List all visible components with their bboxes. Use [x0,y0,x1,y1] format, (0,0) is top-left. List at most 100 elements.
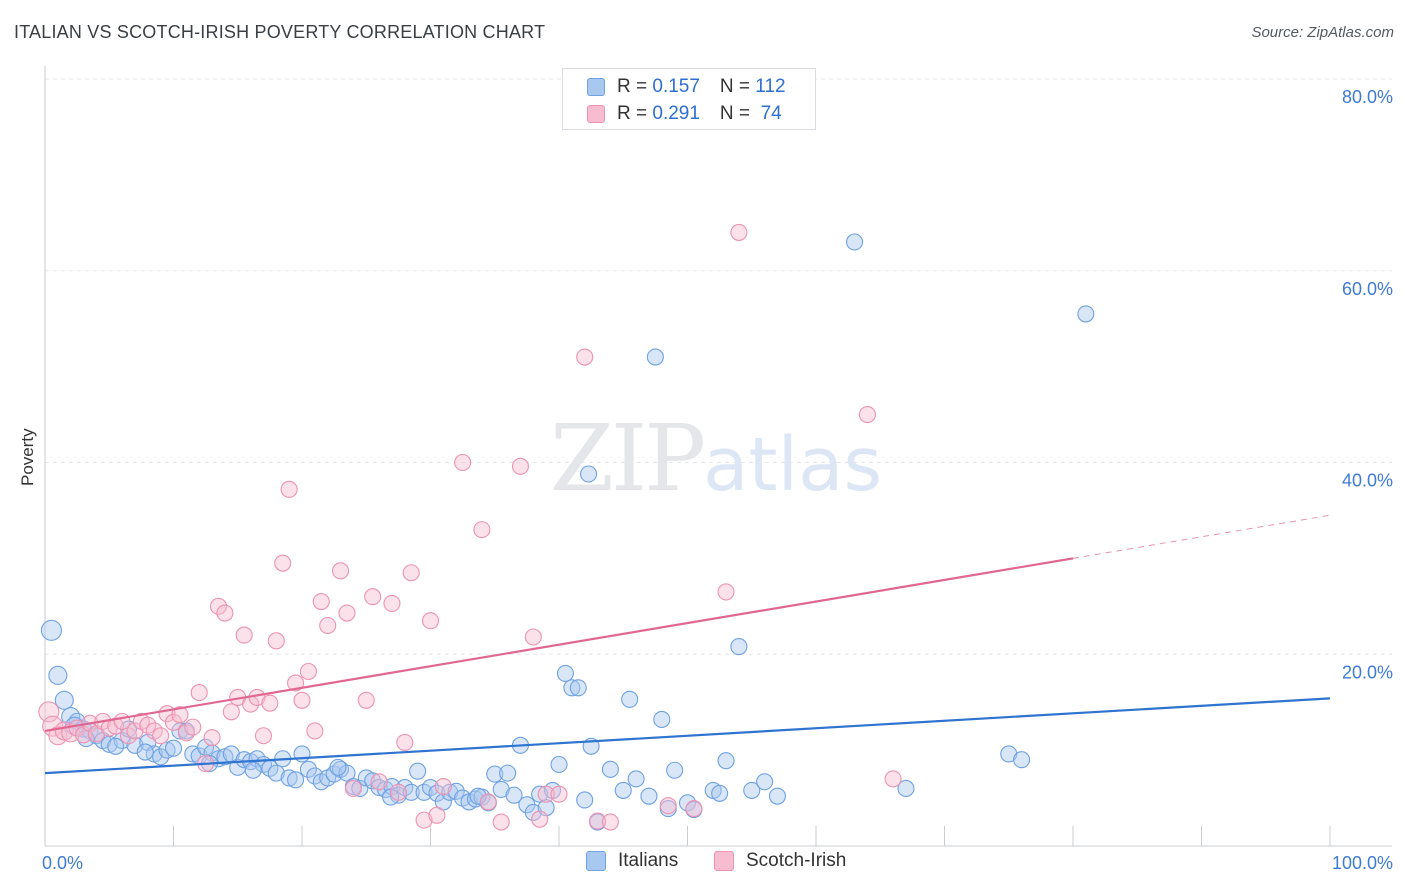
point-scotch-irish [415,811,433,829]
point-scotch-irish [261,694,279,712]
point-scotch-irish [203,729,221,747]
legend-n-value: 74 [755,103,782,124]
point-scotch-irish [209,597,228,615]
point-scotch-irish [152,727,170,745]
point-italians [287,771,305,789]
legend-r-value: 0.291 [652,103,700,124]
x-tick-label: 100.0% [1332,853,1393,873]
point-scotch-irish [216,604,234,622]
point-scotch-irish [177,724,195,742]
legend-r-value: 0.157 [652,76,700,97]
point-italians [469,787,487,805]
point-italians [666,761,684,779]
point-scotch-irish [479,793,497,811]
point-scotch-irish [601,813,619,831]
point-italians [580,465,598,483]
point-italians [40,619,62,641]
y-tick-label: 20.0% [1342,662,1393,682]
point-scotch-irish [537,785,555,803]
legend-n-label: N = [719,103,756,124]
point-italians [329,758,347,776]
point-italians [152,748,170,766]
y-tick-label: 80.0% [1342,87,1393,107]
point-scotch-irish [858,406,876,424]
point-scotch-irish [222,703,240,721]
point-italians [756,773,774,791]
watermark-zip: ZIP [550,405,706,512]
chart-title: ITALIAN VS SCOTCH-IRISH POVERTY CORRELAT… [14,22,546,42]
point-italians [499,764,517,782]
point-scotch-irish [331,562,350,580]
point-scotch-irish [274,554,292,572]
watermark-atlas: atlas [703,422,882,508]
point-italians [717,752,735,770]
point-italians [364,772,382,790]
point-scotch-irish [492,813,510,831]
point-italians [136,743,154,761]
axes [44,66,1392,847]
point-italians [48,665,68,685]
point-scotch-irish [428,806,446,824]
point-italians [627,770,645,788]
point-italians [711,784,729,802]
legend-label-scotch-irish: Scotch-Irish [746,850,847,871]
point-italians [563,679,581,697]
legend-swatch-scotch-irish [587,105,605,123]
point-italians [370,778,388,797]
point-italians [897,779,915,798]
point-scotch-irish [287,674,305,692]
trend-line-italians [44,697,1331,775]
legend-n-value: 112 [755,76,786,97]
point-scotch-irish [402,564,420,582]
source-label: Source: ZipAtlas.com [1251,24,1394,41]
point-italians [244,761,262,779]
point-scotch-irish [454,453,472,472]
point-scotch-irish [319,616,337,635]
point-scotch-irish [524,628,542,646]
point-scotch-irish [139,716,157,734]
point-italians [505,786,523,804]
point-italians [306,767,324,785]
point-scotch-irish [389,783,407,801]
point-scotch-irish [280,480,298,498]
legend-row-italians: R = 0.157 N = 112 [587,75,786,99]
point-italians [743,781,761,799]
point-scotch-irish [717,583,735,601]
legend-r-label: R = [617,103,653,124]
point-italians [409,762,427,780]
point-scotch-irish [531,810,549,828]
point-scotch-irish [588,812,607,830]
grid [45,78,1392,655]
point-italians [646,348,664,366]
point-scotch-irish [434,778,452,796]
point-scotch-irish [190,684,208,702]
legend-n-label: N = [719,76,756,97]
legend-swatch-italians [586,851,606,871]
point-scotch-irish [338,604,356,622]
point-italians [447,782,465,800]
point-scotch-irish [171,706,189,724]
tick-labels: 20.0% 40.0% 60.0% 80.0% 0.0% 100.0% [42,87,1393,873]
point-scotch-irish [659,797,677,815]
data-points [38,223,1095,831]
point-italians [158,741,176,759]
point-scotch-irish [550,785,568,803]
point-scotch-irish [473,521,491,539]
point-italians [550,755,568,774]
legend-swatch-italians [587,78,605,96]
point-italians [486,765,504,783]
point-italians [421,778,440,797]
point-italians [601,760,619,778]
point-italians [524,803,542,821]
correlation-legend: R = 0.157 N = 112 R = 0.291 N = 74 [562,68,816,130]
legend-item-italians[interactable]: Italians [586,850,678,872]
point-scotch-irish [884,770,902,788]
point-scotch-irish [576,348,594,366]
x-tick-label: 0.0% [42,853,83,873]
point-italians [299,760,317,778]
point-italians [640,787,658,805]
point-italians [428,784,446,802]
legend-item-scotch-irish[interactable]: Scotch-Irish [714,850,846,872]
point-italians [54,690,74,710]
